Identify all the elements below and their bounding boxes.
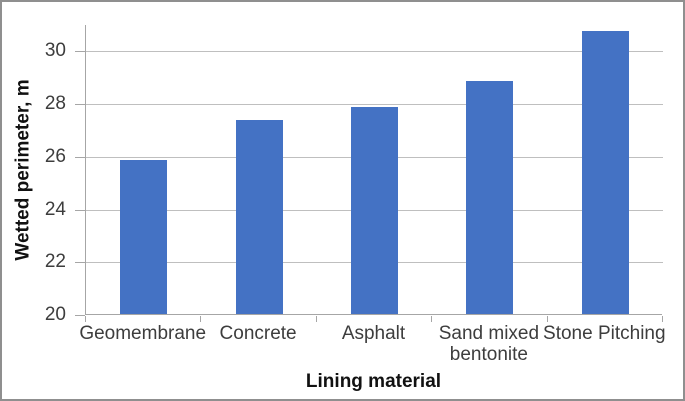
bar-geomembrane: [120, 159, 168, 314]
x-axis-title: Lining material: [305, 371, 442, 392]
bar-concrete: [235, 120, 283, 314]
bar-asphalt: [351, 107, 398, 314]
bar-stone-pitching: [581, 30, 629, 314]
x-tick-mark: [662, 316, 663, 322]
y-tick-label: 30: [44, 40, 66, 62]
y-tick-label: 22: [44, 251, 66, 273]
x-tick-mark: [431, 316, 433, 322]
x-tick-mark: [85, 316, 86, 322]
gridline: [86, 104, 663, 106]
category-label-concrete: Concrete: [219, 323, 297, 344]
category-label-geomembrane: Geomembrane: [79, 323, 207, 344]
x-tick-mark: [315, 316, 317, 322]
y-tick-mark: [75, 315, 85, 316]
y-tick-label: 26: [44, 145, 66, 167]
y-tick-label: 24: [44, 198, 66, 220]
x-tick-mark: [200, 316, 202, 322]
plot-area: [85, 25, 663, 315]
bar-sand-mixed-bentonite: [466, 80, 514, 314]
gridline: [86, 51, 663, 53]
y-tick-mark: [75, 104, 85, 106]
y-tick-label: 28: [44, 93, 66, 115]
y-tick-mark: [75, 156, 85, 158]
category-label-stone-pitching: Stone Pitching: [543, 323, 666, 344]
x-tick-mark: [546, 316, 548, 322]
y-tick-label: 20: [44, 304, 66, 325]
category-label-sand-mixed-bentonite: Sand mixed bentonite: [438, 323, 540, 365]
y-tick-mark: [75, 262, 85, 264]
y-tick-mark: [75, 209, 85, 211]
category-label-asphalt: Asphalt: [341, 323, 406, 344]
y-tick-mark: [75, 51, 85, 53]
